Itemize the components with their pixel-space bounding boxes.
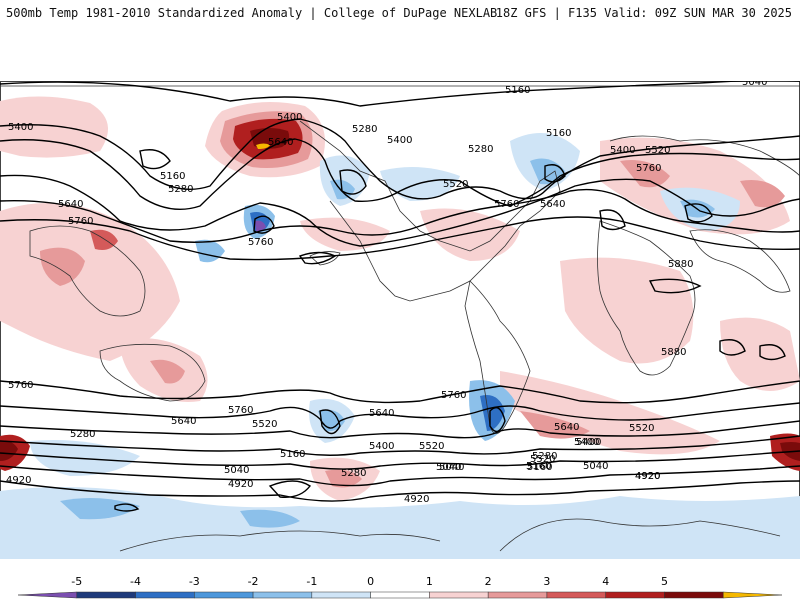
colorbar-swatch xyxy=(135,591,195,599)
contour-label: 5640 xyxy=(58,199,83,210)
contour-label: 5640 xyxy=(554,422,579,433)
colorbar: -5 -4 -3 -2 -1 0 1 2 3 4 5 xyxy=(17,575,783,599)
contour-label: 5760 xyxy=(8,380,33,391)
contour-label: 5880 xyxy=(668,259,693,270)
contour-label: 5160 xyxy=(526,461,551,472)
contour-label: 5520 xyxy=(629,423,654,434)
colorbar-swatch xyxy=(370,591,430,599)
colorbar-tick-label: 1 xyxy=(426,575,433,588)
contour-label: 5520 xyxy=(443,179,468,190)
contour-label: 5160 xyxy=(280,449,305,460)
contour-label: 5400 xyxy=(8,122,33,133)
contour-label: 5280 xyxy=(532,451,557,462)
colorbar-tick-label: -4 xyxy=(130,575,141,588)
contour-label: 5160 xyxy=(546,128,571,139)
contour-label: 5400 xyxy=(387,135,412,146)
contour-label: 5760 xyxy=(441,390,466,401)
contour-label: 5040 xyxy=(439,462,464,473)
contour-label: 5280 xyxy=(341,468,366,479)
anomaly-map: 5040 5160 5400 5280 5400 5160 5280 5400 … xyxy=(0,81,800,559)
contour-label: 5520 xyxy=(252,419,277,430)
contour-label: 5280 xyxy=(352,124,377,135)
contour-label: 5640 xyxy=(540,199,565,210)
contour-label: 5520 xyxy=(530,454,555,465)
colorbar-swatch xyxy=(194,591,254,599)
colorbar-swatch xyxy=(722,591,783,599)
contour-label: 5520 xyxy=(419,441,444,452)
colorbar-swatch xyxy=(311,591,371,599)
colorbar-swatch xyxy=(17,591,78,599)
colorbar-tick-label: 3 xyxy=(543,575,550,588)
colorbar-tick-label: 2 xyxy=(485,575,492,588)
contour-label: 5640 xyxy=(171,416,196,427)
contour-label: 4920 xyxy=(635,471,660,482)
colorbar-swatch xyxy=(252,591,313,599)
colorbar-swatch xyxy=(487,591,548,599)
model-run-info: 18Z GFS | F135 Valid: 09Z SUN MAR 30 202… xyxy=(495,6,792,20)
contour-label: 4920 xyxy=(404,494,429,505)
contour-label: 5400 xyxy=(576,437,601,448)
contour-label: 5160 xyxy=(505,85,530,96)
colorbar-swatch xyxy=(546,591,606,599)
colorbar-swatch xyxy=(429,591,489,599)
colorbar-swatch xyxy=(76,591,136,599)
contour-label: 4920 xyxy=(6,475,31,486)
contour-label: 5640 xyxy=(369,408,394,419)
colorbar-tick-label: -3 xyxy=(189,575,200,588)
contour-label: 4920 xyxy=(228,479,253,490)
colorbar-tick-label: 0 xyxy=(367,575,374,588)
map-title: 500mb Temp 1981-2010 Standardized Anomal… xyxy=(6,6,498,20)
contour-label: 5280 xyxy=(168,184,193,195)
colorbar-tick-label: 4 xyxy=(602,575,609,588)
contour-label: 5160 xyxy=(160,171,185,182)
contour-label: 5760 xyxy=(494,199,519,210)
contour-label: 5880 xyxy=(661,347,686,358)
contour-label: 5520 xyxy=(645,145,670,156)
contour-label: 5400 xyxy=(610,145,635,156)
height-contours xyxy=(0,81,800,512)
contour-label: 5760 xyxy=(636,163,661,174)
contour-label: 4920 xyxy=(635,471,660,482)
contour-label: 5400 xyxy=(574,437,599,448)
colorbar-tick-label: -2 xyxy=(248,575,259,588)
colorbar-swatch xyxy=(605,591,665,599)
contour-label: 5160 xyxy=(527,462,552,473)
contour-label: 5760 xyxy=(68,216,93,227)
colorbar-swatch xyxy=(664,591,724,599)
colorbar-tick-label: 5 xyxy=(661,575,668,588)
contour-label: 5640 xyxy=(268,137,293,148)
contour-label: 5400 xyxy=(369,441,394,452)
contour-label: 5760 xyxy=(228,405,253,416)
contour-label: 5280 xyxy=(468,144,493,155)
contour-label: 5280 xyxy=(70,429,95,440)
contour-label: 5400 xyxy=(277,112,302,123)
contour-labels: 5040 5160 5400 5280 5400 5160 5280 5400 … xyxy=(6,81,767,505)
contour-label: 5760 xyxy=(248,237,273,248)
colorbar-tick-label: -1 xyxy=(306,575,317,588)
contour-label: 5040 xyxy=(583,461,608,472)
contour-label: 5040 xyxy=(742,81,767,88)
colorbar-tick-label: -5 xyxy=(71,575,82,588)
contour-label: 5040 xyxy=(224,465,249,476)
warm-anomaly-shading xyxy=(0,96,800,501)
contour-label: 5040 xyxy=(436,462,461,473)
